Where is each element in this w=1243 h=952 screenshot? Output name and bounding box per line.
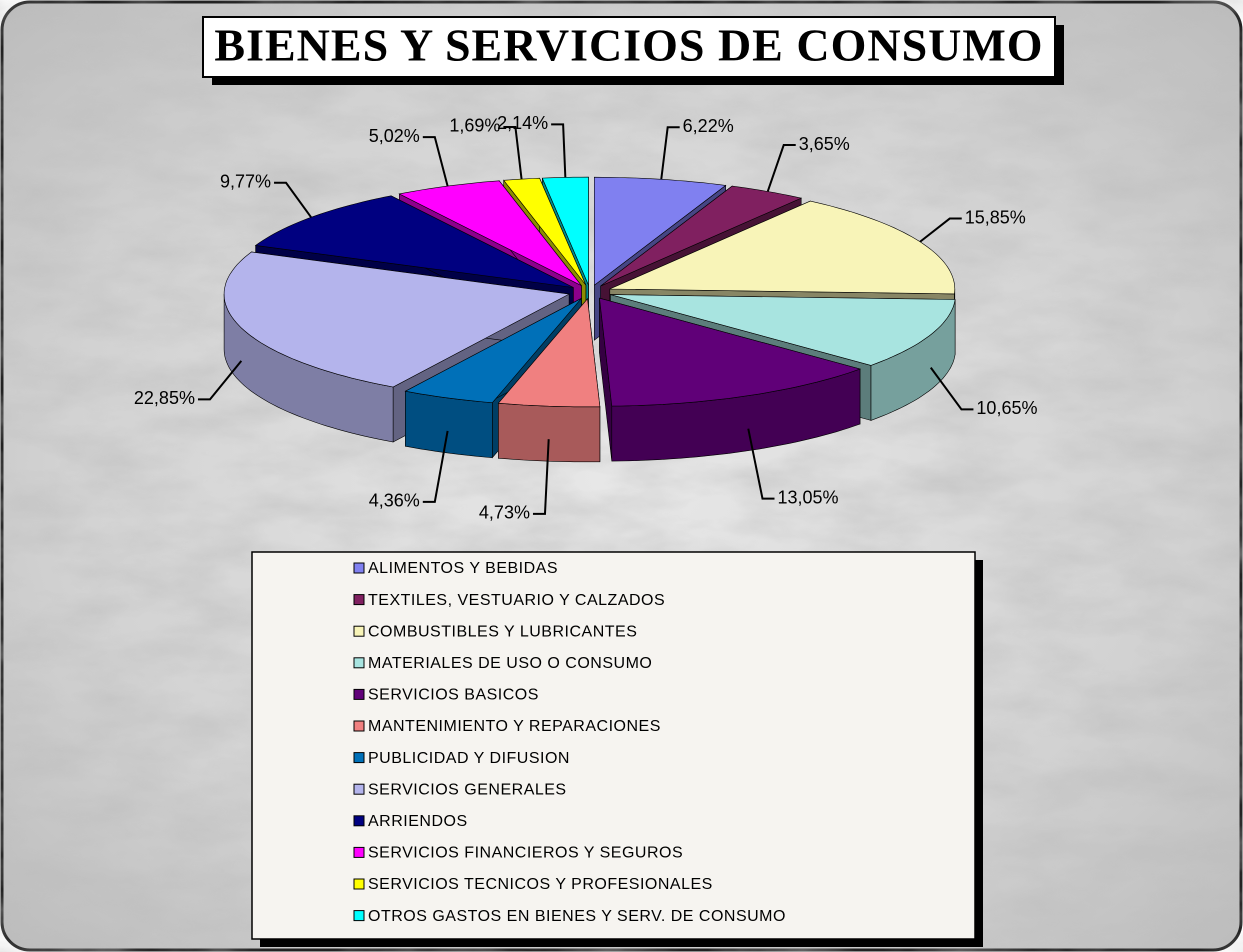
leader-line bbox=[551, 123, 567, 178]
legend-swatch bbox=[353, 783, 365, 795]
leader-line bbox=[747, 428, 775, 500]
data-label: 4,36% bbox=[369, 491, 420, 511]
slice bbox=[497, 298, 601, 408]
leader-line bbox=[422, 136, 449, 187]
leader-line bbox=[532, 439, 550, 515]
slice bbox=[610, 294, 956, 366]
data-label: 13,05% bbox=[778, 487, 839, 507]
legend-label: ALIMENTOS Y BEBIDAS bbox=[368, 560, 558, 577]
data-label: 9,77% bbox=[220, 172, 271, 192]
slice bbox=[599, 297, 862, 407]
data-label: 2,14% bbox=[497, 113, 548, 133]
legend-label: ARRIENDOS bbox=[368, 813, 468, 830]
legend-label: SERVICIOS BASICOS bbox=[368, 687, 539, 704]
legend-label: SERVICIOS TECNICOS Y PROFESIONALES bbox=[368, 876, 713, 893]
leader-line bbox=[503, 125, 523, 180]
leader-line bbox=[422, 430, 449, 503]
legend-swatch bbox=[353, 910, 365, 922]
slice bbox=[404, 298, 582, 404]
leader-line bbox=[919, 217, 962, 243]
leader-line bbox=[766, 144, 796, 192]
legend-label: TEXTILES, VESTUARIO Y CALZADOS bbox=[368, 592, 665, 609]
slice bbox=[223, 251, 571, 388]
leader-line bbox=[197, 360, 243, 401]
data-label: 3,65% bbox=[799, 134, 850, 154]
legend-swatch bbox=[353, 594, 365, 606]
legend-label: PUBLICIDAD Y DIFUSION bbox=[368, 750, 570, 767]
leader-line bbox=[660, 126, 680, 180]
legend-label: SERVICIOS GENERALES bbox=[368, 781, 567, 798]
legend-swatch bbox=[353, 878, 365, 890]
data-label: 5,02% bbox=[369, 126, 420, 146]
title-box bbox=[202, 16, 1056, 78]
slice-side bbox=[498, 402, 601, 463]
legend-label: OTROS GASTOS EN BIENES Y SERV. DE CONSUM… bbox=[368, 908, 786, 925]
slice bbox=[600, 185, 803, 287]
legend-swatch bbox=[353, 720, 365, 732]
legend-label: COMBUSTIBLES Y LUBRICANTES bbox=[368, 623, 637, 640]
legend-label: SERVICIOS FINANCIEROS Y SEGUROS bbox=[368, 845, 683, 862]
data-label: 15,85% bbox=[965, 207, 1026, 227]
leader-line bbox=[274, 181, 312, 218]
legend-label: MATERIALES DE USO O CONSUMO bbox=[368, 655, 652, 672]
data-label: 22,85% bbox=[134, 388, 195, 408]
data-label: 6,22% bbox=[683, 116, 734, 136]
legend-box bbox=[251, 551, 976, 940]
legend-swatch bbox=[353, 815, 365, 827]
legend-swatch bbox=[353, 625, 365, 637]
legend-swatch bbox=[353, 688, 365, 700]
legend-swatch bbox=[353, 846, 365, 858]
legend-swatch bbox=[353, 562, 365, 574]
data-label: 10,65% bbox=[976, 398, 1037, 418]
data-label: 1,69% bbox=[449, 116, 500, 136]
slice bbox=[254, 195, 574, 288]
leader-line bbox=[929, 367, 974, 411]
data-label: 4,73% bbox=[479, 503, 530, 523]
chart-title: BIENES Y SERVICIOS DE CONSUMO bbox=[214, 20, 1043, 71]
slice bbox=[541, 176, 589, 286]
legend-swatch bbox=[353, 657, 365, 669]
legend-label: MANTENIMIENTO Y REPARACIONES bbox=[368, 718, 661, 735]
legend-swatch bbox=[353, 752, 365, 764]
